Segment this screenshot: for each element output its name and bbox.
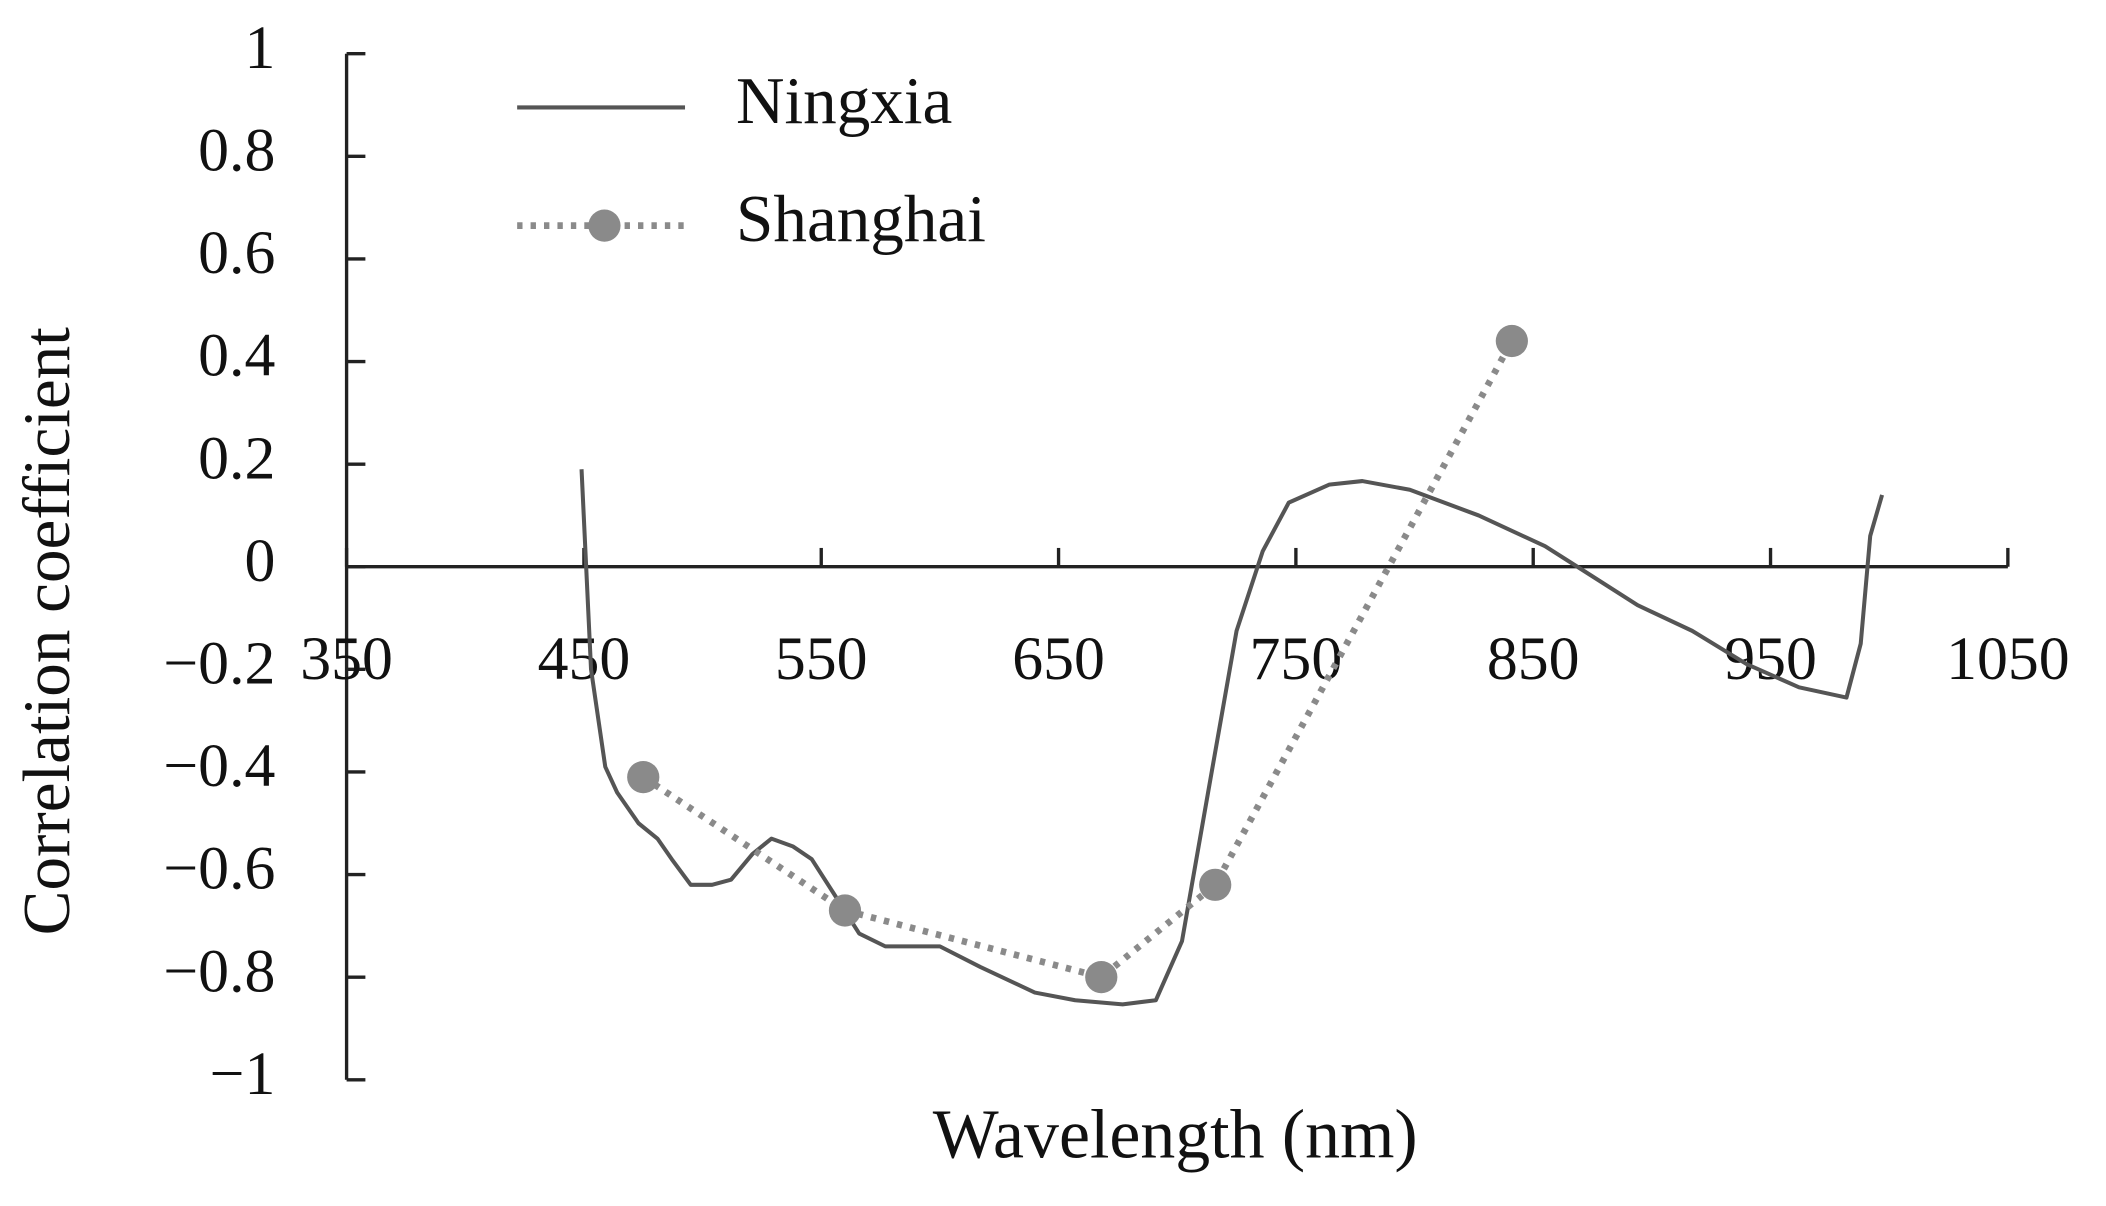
series-line [641, 339, 1515, 981]
y-tick-label: 0.2 [198, 424, 275, 492]
x-tick-label: 850 [1487, 625, 1580, 693]
point [828, 894, 862, 927]
legend-label: Shanghai [736, 181, 986, 256]
y-tick-label: −0.8 [163, 937, 275, 1005]
y-tick-label: 0.4 [198, 322, 275, 390]
y-tick-label: 0 [245, 527, 276, 595]
y-tick-label: −0.4 [163, 732, 275, 800]
point [1199, 868, 1232, 901]
y-axis-label: Correlation coefficient [9, 327, 84, 936]
x-axis-label: Wavelength (nm) [933, 1097, 1418, 1174]
x-tick-label: 650 [1012, 625, 1105, 693]
point [627, 760, 660, 794]
legend-label: Ningxia [736, 63, 952, 138]
legend-marker [588, 209, 621, 242]
x-tick-label: 350 [300, 625, 393, 693]
y-tick-label: 1 [245, 14, 276, 82]
y-tick-label: 0.8 [198, 116, 275, 184]
point [1085, 961, 1118, 994]
series-line [579, 469, 1885, 1007]
x-tick-label: 750 [1250, 625, 1343, 693]
y-tick-label: 0.6 [198, 219, 275, 287]
y-tick-label: −1 [210, 1040, 276, 1108]
x-tick-label: 450 [538, 625, 631, 693]
x-tick-label: 550 [775, 625, 868, 693]
x-tick-label: 1050 [1946, 625, 2070, 693]
point [1495, 324, 1528, 358]
y-tick-label: −0.2 [163, 630, 275, 698]
y-tick-label: −0.6 [163, 835, 275, 903]
